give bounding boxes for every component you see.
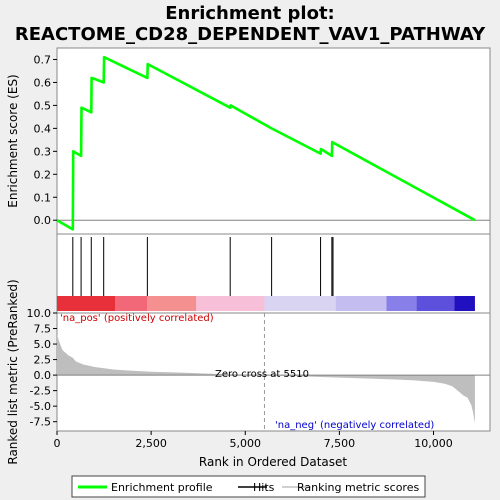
heatmap-band-4	[264, 296, 336, 311]
metric-y-tick-label-2: 5.0	[34, 338, 52, 351]
heatmap-band-3	[196, 296, 265, 311]
heatmap-band-8	[454, 296, 475, 311]
es-y-tick-label-7: 0.7	[34, 53, 52, 66]
metric-y-tick-label-4: 0.0	[34, 369, 52, 382]
zero-cross-label: Zero cross at 5510	[215, 369, 309, 380]
heatmap-band-7	[416, 296, 455, 311]
pos-correlated-label: 'na_pos' (positively correlated)	[60, 313, 214, 324]
es-y-tick-label-0: 0.0	[34, 214, 52, 227]
heatmap-band-6	[386, 296, 417, 311]
x-tick-label-0: 0	[54, 437, 61, 450]
es-y-tick-label-5: 0.5	[34, 99, 52, 112]
es-y-tick-label-2: 0.2	[34, 168, 52, 181]
es-panel	[56, 47, 491, 235]
es-y-tick-label-4: 0.4	[34, 122, 52, 135]
heatmap-band-2	[147, 296, 197, 311]
heatmap-band-1	[115, 296, 148, 311]
es-y-tick-label-6: 0.6	[34, 76, 52, 89]
legend-metric-label: Ranking metric scores	[297, 481, 419, 494]
es-y-tick-label-3: 0.3	[34, 145, 52, 158]
legend-enrichment-label: Enrichment profile	[111, 481, 213, 494]
heatmap-band-0	[57, 296, 116, 311]
es-axis-label: Enrichment score (ES)	[6, 74, 20, 207]
x-axis-label: Rank in Ordered Dataset	[199, 455, 347, 469]
chart-title: Enrichment plot:	[165, 3, 335, 24]
neg-correlated-label: 'na_neg' (negatively correlated)	[275, 420, 434, 431]
metric-y-tick-label-1: 7.5	[34, 323, 52, 336]
metric-y-tick-label-3: 2.5	[34, 354, 52, 367]
heatmap-band-5	[335, 296, 387, 311]
x-tick-label-3: 7,500	[324, 437, 356, 450]
x-tick-label-1: 2,500	[135, 437, 167, 450]
metric-y-tick-label-0: 10.0	[27, 307, 52, 320]
metric-y-tick-label-7: -7.5	[30, 416, 51, 429]
chart-subtitle: REACTOME_CD28_DEPENDENT_VAV1_PATHWAY	[15, 24, 486, 45]
metric-y-tick-label-5: -2.5	[30, 385, 51, 398]
enrichment-profile-line	[56, 55, 476, 231]
x-tick-label-2: 5,000	[230, 437, 262, 450]
ranking-metric-area	[57, 334, 475, 424]
es-y-tick-label-1: 0.1	[34, 191, 52, 204]
metric-axis-label: Ranked list metric (PreRanked)	[6, 279, 20, 464]
metric-y-tick-label-6: -5.0	[30, 400, 51, 413]
legend-hits-label: Hits	[253, 481, 275, 494]
x-tick-label-4: 10,000	[414, 437, 453, 450]
